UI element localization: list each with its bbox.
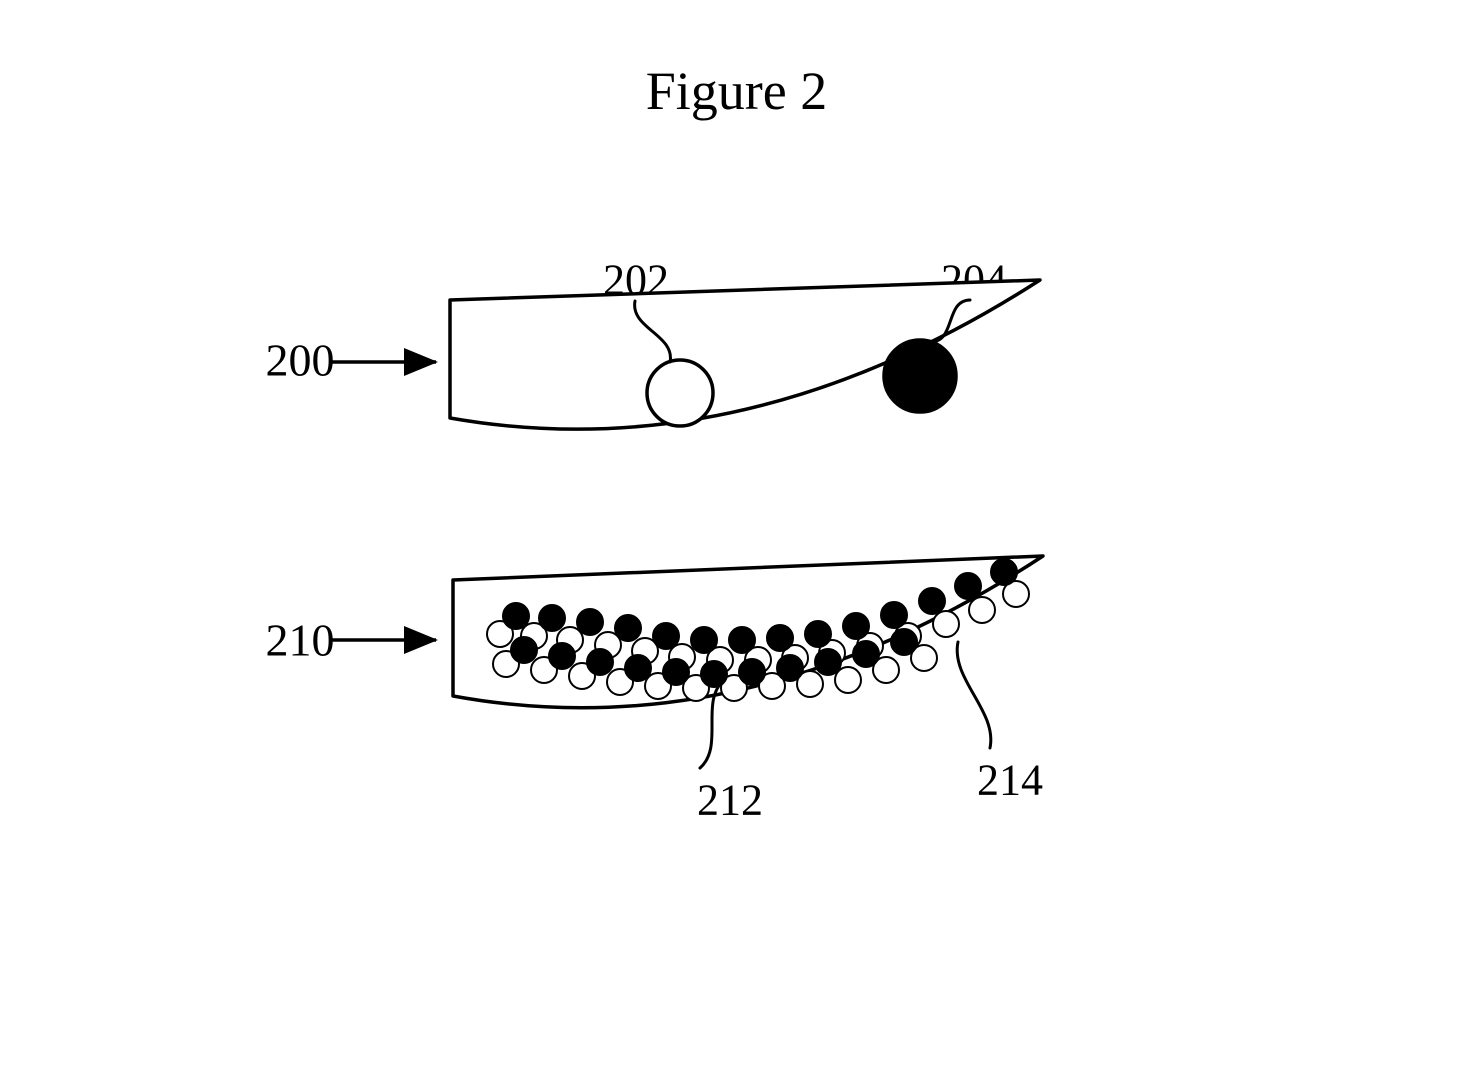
small-solid-particle	[955, 573, 981, 599]
small-solid-particle	[767, 625, 793, 651]
small-solid-particle	[503, 603, 529, 629]
small-solid-particle	[691, 627, 717, 653]
small-open-particle	[969, 597, 995, 623]
small-solid-particle	[739, 659, 765, 685]
particle-202	[647, 360, 713, 426]
small-solid-particle	[729, 627, 755, 653]
slab-200	[450, 280, 1040, 429]
small-solid-particle	[615, 615, 641, 641]
small-solid-particle	[891, 629, 917, 655]
small-solid-particle	[511, 637, 537, 663]
small-solid-particle	[843, 613, 869, 639]
small-solid-particle	[625, 655, 651, 681]
particle-204	[884, 340, 956, 412]
small-solid-particle	[815, 649, 841, 675]
small-solid-particle	[991, 559, 1017, 585]
small-solid-particle	[587, 649, 613, 675]
small-solid-particle	[701, 661, 727, 687]
small-solid-particle	[919, 588, 945, 614]
small-solid-particle	[853, 641, 879, 667]
small-open-particle	[835, 667, 861, 693]
small-solid-particle	[577, 609, 603, 635]
small-solid-particle	[881, 602, 907, 628]
small-solid-particle	[653, 623, 679, 649]
diagram-svg	[0, 0, 1473, 1065]
small-solid-particle	[549, 643, 575, 669]
figure-canvas: Figure 2 200 202 204 210 212 214	[0, 0, 1473, 1065]
small-solid-particle	[805, 621, 831, 647]
small-solid-particle	[777, 655, 803, 681]
small-solid-particle	[663, 659, 689, 685]
small-solid-particle	[539, 605, 565, 631]
small-open-particle	[933, 611, 959, 637]
